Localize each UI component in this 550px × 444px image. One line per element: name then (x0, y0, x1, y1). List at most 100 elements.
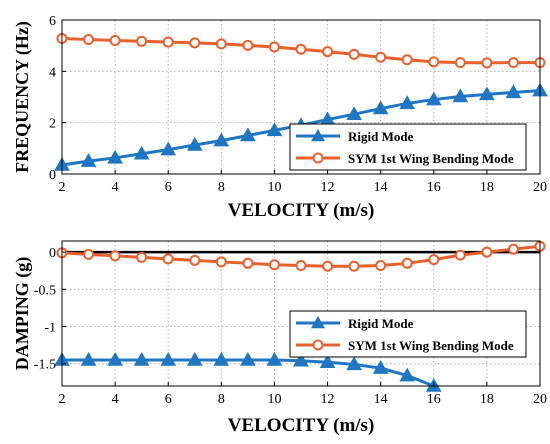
wing-bending-mode-point (242, 39, 254, 51)
legend-wing-bending-mode-label: SYM 1st Wing Bending Mode (348, 338, 514, 353)
legend-rigid-mode-label: Rigid Mode (348, 316, 414, 331)
y-tick-label: 6 (49, 14, 56, 29)
x-tick-label: 10 (267, 392, 281, 407)
legend-wing-bending-mode-marker (312, 152, 324, 164)
rigid-mode-point (160, 351, 177, 366)
plot-frame (61, 240, 541, 387)
y-axis-label: FREQUENCY (Hz) (12, 21, 33, 173)
legend: Rigid Mode SYM 1st Wing Bending Mode (289, 123, 527, 171)
legend-box (289, 310, 527, 358)
wing-bending-mode-point (375, 51, 387, 63)
x-tick-label: 6 (165, 392, 172, 407)
rigid-mode-point (425, 91, 442, 106)
rigid-mode-point (80, 351, 97, 366)
rigid-mode-point (240, 351, 256, 366)
wing-bending-mode-point (295, 260, 307, 272)
wing-bending-mode-point (268, 259, 280, 271)
legend-rigid-mode-label: Rigid Mode (348, 129, 414, 144)
y-tick-label: 4 (49, 65, 56, 80)
x-tick-label: 16 (427, 180, 441, 195)
legend-wing-bending-mode-marker (312, 339, 324, 351)
legend: Rigid Mode SYM 1st Wing Bending Mode (289, 310, 527, 358)
wing-bending-mode-point (428, 254, 440, 266)
x-tick-label: 14 (374, 392, 388, 407)
damping-chart: 2 4 6 8 10 12 14 16 18 20 0 -0.5 -1 -1.5 VELOCITY (m/s… (12, 240, 547, 436)
x-tick-label: 2 (59, 392, 66, 407)
y-axis-label: DAMPING (g) (12, 257, 33, 370)
rigid-mode-point (399, 367, 416, 382)
rigid-mode-point (213, 351, 230, 366)
wing-bending-mode-point (507, 243, 519, 255)
x-tick-label: 8 (218, 392, 225, 407)
rigid-mode-point (505, 84, 522, 99)
wing-bending-mode-point (375, 260, 387, 272)
wing-bending-mode-point (242, 257, 254, 269)
y-tick-label: -0.5 (34, 283, 56, 298)
rigid-mode-point (133, 351, 150, 366)
legend-box (289, 123, 527, 171)
plot-frame (61, 19, 541, 175)
rigid-mode-point (319, 354, 336, 368)
x-tick-label: 8 (218, 180, 225, 195)
wing-bending-mode-point (322, 260, 334, 272)
wing-bending-mode-point (454, 249, 466, 261)
x-tick-label: 16 (427, 392, 441, 407)
wing-bending-mode-point (322, 46, 334, 58)
legend-rigid-mode-marker (311, 129, 325, 142)
rigid-mode-point (346, 106, 362, 120)
legend-wing-bending-mode-label: SYM 1st Wing Bending Mode (348, 151, 514, 166)
rigid-mode-point (372, 360, 389, 374)
wing-bending-mode-point (83, 34, 95, 46)
y-tick-label: -1 (44, 321, 56, 336)
rigid-mode-point (186, 136, 203, 151)
rigid-mode-point (479, 86, 495, 101)
y-tick-label: 0 (49, 168, 56, 183)
y-tick-label: -1.5 (34, 358, 56, 373)
x-tick-label: 10 (267, 180, 281, 195)
rigid-mode-point (266, 122, 283, 137)
rigid-mode-point (107, 149, 123, 164)
x-tick-label: 12 (321, 180, 335, 195)
wing-bending-mode-point (268, 41, 280, 53)
wing-bending-mode-point (507, 57, 519, 69)
wing-bending-mode-point (136, 251, 148, 263)
wing-bending-mode-point (295, 43, 307, 55)
rigid-mode-point (346, 356, 362, 371)
wing-bending-mode-point (454, 57, 466, 69)
rigid-mode-point (213, 132, 230, 147)
rigid-mode-point (266, 351, 283, 366)
legend-rigid-mode-marker (311, 316, 325, 329)
wing-bending-mode-point (215, 256, 227, 268)
wing-bending-mode-point (83, 248, 95, 260)
x-tick-label: 20 (533, 392, 547, 407)
rigid-mode-point (372, 100, 389, 115)
wing-bending-mode-point (215, 38, 227, 50)
wing-bending-mode-point (136, 35, 148, 47)
rigid-mode-point (186, 351, 203, 366)
x-axis-label: VELOCITY (m/s) (228, 415, 375, 436)
rigid-mode-point (160, 141, 177, 156)
x-tick-label: 4 (112, 180, 119, 195)
wing-bending-mode-point (109, 250, 121, 262)
rigid-mode-point (293, 352, 309, 367)
rigid-mode-point (399, 95, 416, 110)
x-tick-label: 2 (59, 180, 66, 195)
wing-bending-mode-point (109, 35, 121, 47)
wing-bending-mode-point (401, 257, 413, 269)
x-tick-label: 20 (533, 180, 547, 195)
wing-bending-mode-point (481, 246, 493, 258)
y-tick-label: 0 (49, 246, 56, 261)
rigid-mode-point (240, 127, 256, 142)
wing-bending-mode-point (162, 253, 174, 265)
wing-bending-mode-point (348, 48, 360, 60)
series-group (54, 32, 548, 171)
rigid-mode-point (452, 88, 469, 103)
wing-bending-mode-point (428, 56, 440, 68)
wing-bending-mode-point (481, 57, 493, 69)
wing-bending-mode-point (348, 260, 360, 272)
wing-bending-mode-point (401, 54, 413, 66)
x-axis-label: VELOCITY (m/s) (228, 200, 375, 221)
x-tick-label: 12 (321, 392, 335, 407)
x-tick-label: 14 (374, 180, 388, 195)
